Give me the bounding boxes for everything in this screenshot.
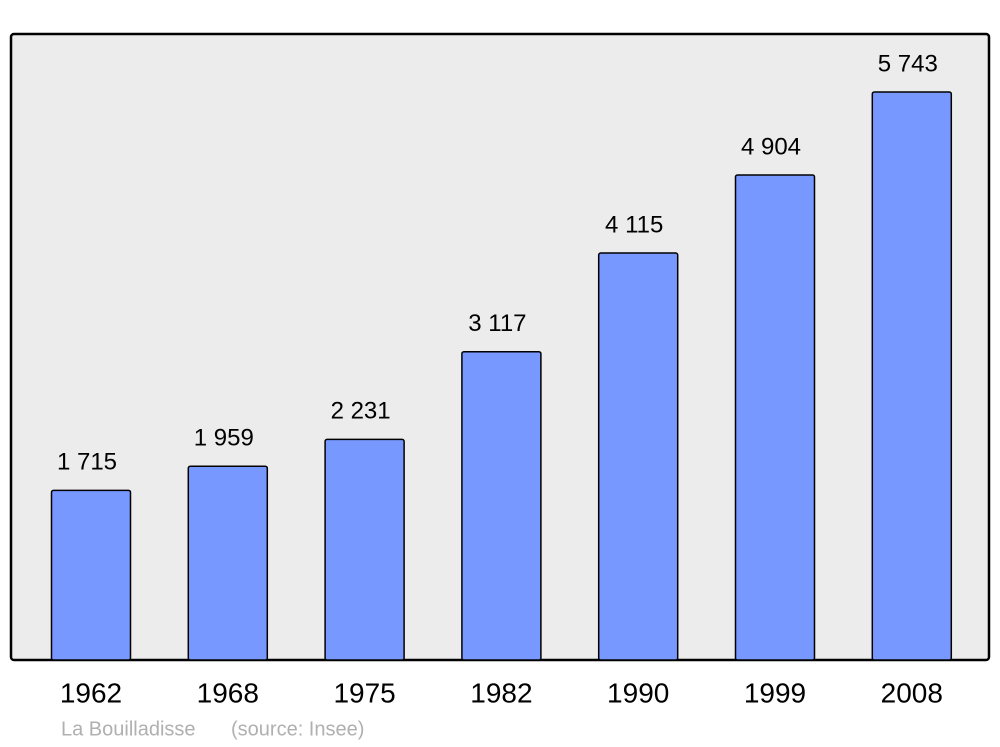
value-label: 4 904 bbox=[741, 133, 801, 160]
x-tick-label: 2008 bbox=[881, 677, 943, 708]
source: (source: Insee) bbox=[231, 718, 364, 740]
bar bbox=[50, 489, 132, 661]
x-tick-label: 1962 bbox=[60, 677, 122, 708]
x-tick-label: 1975 bbox=[333, 677, 395, 708]
x-tick-label: 1999 bbox=[744, 677, 806, 708]
value-label: 1 715 bbox=[57, 449, 117, 476]
value-label: 1 959 bbox=[194, 425, 254, 452]
bar bbox=[187, 465, 269, 661]
bar bbox=[597, 252, 679, 661]
value-label: 5 743 bbox=[878, 50, 938, 77]
x-tick-label: 1990 bbox=[607, 677, 669, 708]
x-tick-label: 1968 bbox=[197, 677, 259, 708]
bar bbox=[324, 438, 405, 661]
value-label: 4 115 bbox=[605, 211, 663, 238]
caption: La Bouilladisse bbox=[61, 718, 196, 740]
x-tick-label: 1982 bbox=[470, 677, 532, 708]
bar bbox=[461, 350, 542, 661]
value-label: 2 231 bbox=[331, 398, 391, 425]
bar bbox=[871, 91, 953, 661]
bar bbox=[734, 174, 816, 661]
value-label: 3 117 bbox=[468, 310, 526, 337]
